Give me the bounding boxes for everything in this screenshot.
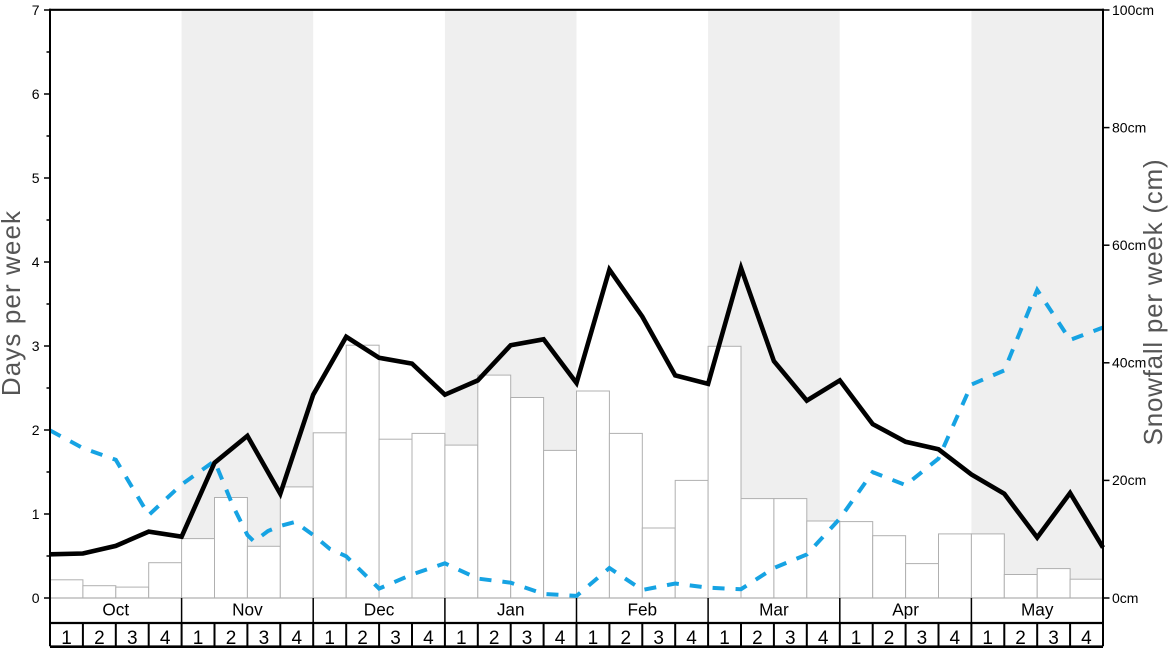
svg-text:2: 2 (32, 422, 40, 438)
svg-text:60cm: 60cm (1112, 237, 1146, 253)
svg-text:Mar: Mar (759, 600, 789, 620)
svg-text:Feb: Feb (627, 600, 657, 620)
svg-text:3: 3 (32, 338, 40, 354)
svg-text:2: 2 (226, 628, 237, 648)
svg-text:1: 1 (982, 628, 993, 648)
svg-text:4: 4 (423, 628, 434, 648)
svg-text:2: 2 (621, 628, 632, 648)
svg-text:80cm: 80cm (1112, 119, 1146, 135)
svg-text:2: 2 (94, 628, 105, 648)
svg-text:Nov: Nov (232, 600, 263, 620)
svg-text:0cm: 0cm (1112, 590, 1138, 606)
svg-text:1: 1 (61, 628, 72, 648)
svg-text:40cm: 40cm (1112, 355, 1146, 371)
svg-text:1: 1 (851, 628, 862, 648)
svg-text:4: 4 (160, 628, 171, 648)
svg-text:3: 3 (785, 628, 796, 648)
svg-text:2: 2 (489, 628, 500, 648)
svg-text:3: 3 (653, 628, 664, 648)
svg-text:20cm: 20cm (1112, 472, 1146, 488)
svg-text:1: 1 (456, 628, 467, 648)
svg-text:7: 7 (32, 2, 40, 18)
svg-text:4: 4 (555, 628, 566, 648)
svg-text:Days per week: Days per week (0, 210, 26, 396)
svg-text:4: 4 (32, 254, 40, 270)
svg-text:3: 3 (1048, 628, 1059, 648)
svg-text:3: 3 (259, 628, 270, 648)
svg-text:3: 3 (390, 628, 401, 648)
svg-text:4: 4 (1081, 628, 1092, 648)
svg-text:Dec: Dec (364, 600, 395, 620)
svg-text:1: 1 (719, 628, 730, 648)
svg-text:2: 2 (1015, 628, 1026, 648)
svg-text:Jan: Jan (497, 600, 525, 620)
svg-text:Snowfall per week (cm): Snowfall per week (cm) (1138, 159, 1168, 446)
svg-text:May: May (1021, 600, 1054, 620)
svg-text:1: 1 (324, 628, 335, 648)
svg-text:2: 2 (357, 628, 368, 648)
svg-text:Oct: Oct (102, 600, 129, 620)
svg-text:2: 2 (752, 628, 763, 648)
svg-text:1: 1 (588, 628, 599, 648)
svg-text:4: 4 (818, 628, 829, 648)
svg-text:6: 6 (32, 86, 40, 102)
svg-text:4: 4 (686, 628, 697, 648)
svg-text:100cm: 100cm (1112, 2, 1154, 18)
svg-text:Apr: Apr (892, 600, 919, 620)
svg-text:1: 1 (193, 628, 204, 648)
svg-text:3: 3 (127, 628, 138, 648)
svg-text:3: 3 (917, 628, 928, 648)
svg-text:2: 2 (884, 628, 895, 648)
svg-text:4: 4 (950, 628, 961, 648)
svg-text:0: 0 (32, 590, 40, 606)
svg-text:4: 4 (292, 628, 303, 648)
svg-text:3: 3 (522, 628, 533, 648)
svg-text:1: 1 (32, 506, 40, 522)
svg-text:5: 5 (32, 170, 40, 186)
